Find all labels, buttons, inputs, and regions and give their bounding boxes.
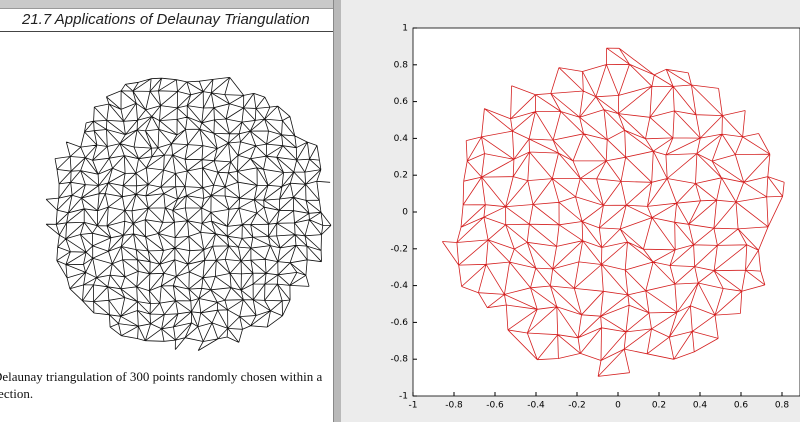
- y-tick-label: 0.2: [394, 171, 408, 181]
- caption-line: Delaunay triangulation of 300 points ran…: [0, 369, 323, 384]
- document-window: 21.7 Applications of Delaunay Triangulat…: [0, 0, 333, 422]
- x-tick-label: -0.2: [568, 401, 586, 411]
- heading-rule: [0, 31, 333, 32]
- section-heading: 21.7 Applications of Delaunay Triangulat…: [22, 11, 310, 28]
- y-tick-label: 0.4: [394, 134, 409, 144]
- x-tick-label: -0.6: [486, 401, 504, 411]
- x-tick-label: 0.4: [693, 401, 708, 411]
- x-tick-label: 0.6: [734, 401, 749, 411]
- caption-line: section.: [0, 386, 34, 401]
- figure-mesh: [441, 47, 785, 377]
- y-tick-label: -0.6: [390, 318, 408, 328]
- x-tick-label: 0: [615, 401, 621, 411]
- x-tick-label: -0.4: [527, 401, 545, 411]
- axes-area: [412, 27, 800, 397]
- y-tick-label: -1: [399, 392, 408, 402]
- y-tick-label: 0.8: [394, 60, 409, 70]
- y-tick-label: -0.2: [390, 244, 408, 254]
- x-tick-label: -1: [409, 401, 418, 411]
- y-tick-label: -0.4: [390, 281, 408, 291]
- y-tick-label: 0.6: [394, 97, 409, 107]
- toolbar: [0, 0, 333, 9]
- x-tick-label: 0.2: [652, 401, 666, 411]
- document-mesh: [45, 77, 332, 351]
- y-tick-label: -0.8: [390, 355, 408, 365]
- y-tick-label: 0: [402, 208, 408, 218]
- x-tick-label: -0.8: [445, 401, 463, 411]
- y-tick-label: 1: [402, 24, 408, 34]
- window-separator: [333, 0, 341, 422]
- x-tick-label: 0.8: [775, 401, 790, 411]
